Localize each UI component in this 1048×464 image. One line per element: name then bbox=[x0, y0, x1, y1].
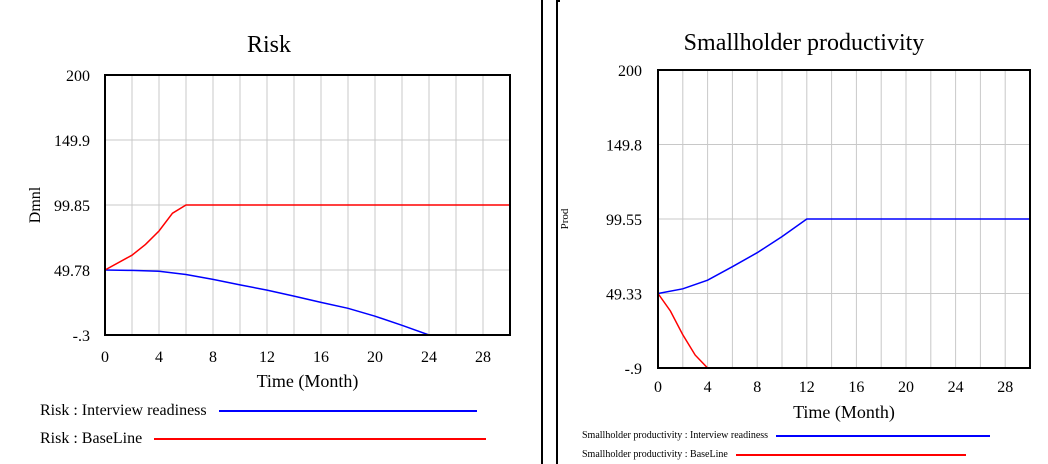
legend-label: Smallholder productivity : Interview rea… bbox=[582, 430, 769, 441]
y-tick-label: 200 bbox=[66, 68, 90, 85]
x-tick-label: 28 bbox=[475, 349, 491, 366]
legend-item: Smallholder productivity : BaseLine bbox=[582, 449, 966, 460]
y-tick-label: 49.33 bbox=[606, 286, 642, 303]
right-divider bbox=[556, 0, 558, 464]
y-tick-label: 149.9 bbox=[54, 133, 90, 150]
x-tick-label: 24 bbox=[421, 349, 437, 366]
x-tick-label: 0 bbox=[101, 349, 109, 366]
x-tick-label: 4 bbox=[704, 379, 712, 396]
series-line bbox=[104, 269, 510, 336]
center-divider bbox=[541, 0, 543, 464]
y-axis-label: Prod bbox=[559, 208, 571, 229]
series-line bbox=[657, 293, 1030, 369]
x-axis-label: Time (Month) bbox=[257, 371, 359, 392]
x-axis-label: Time (Month) bbox=[793, 402, 895, 423]
x-tick-label: 28 bbox=[997, 379, 1013, 396]
legend-swatch bbox=[154, 438, 487, 440]
risk-chart-panel: Risk 200 149.9 99.85 49.78 -.3 0 4 8 12 16 20 24 28 T… bbox=[27, 32, 511, 448]
legend-item: Risk : Interview readiness bbox=[40, 402, 477, 420]
x-tick-label: 16 bbox=[313, 349, 329, 366]
legend-swatch bbox=[218, 410, 477, 412]
y-tick-label: 99.85 bbox=[54, 198, 90, 215]
legend-label: Risk : BaseLine bbox=[40, 430, 143, 447]
legend-swatch bbox=[735, 453, 966, 456]
x-tick-label: 16 bbox=[848, 379, 864, 396]
series-line bbox=[104, 204, 510, 271]
x-tick-label: 20 bbox=[367, 349, 383, 366]
risk-chart: 200 149.9 99.85 49.78 -.3 0 4 8 12 16 20 24 28 Time (… bbox=[27, 68, 511, 392]
x-tick-label: 4 bbox=[155, 349, 163, 366]
chart-title: Risk bbox=[246, 32, 291, 58]
legend-item: Smallholder productivity : Interview rea… bbox=[582, 430, 991, 441]
y-axis-label: Dmnl bbox=[27, 186, 44, 223]
y-tick-label: -.3 bbox=[73, 328, 90, 345]
x-tick-label: 0 bbox=[654, 379, 662, 396]
x-tick-label: 20 bbox=[898, 379, 914, 396]
y-tick-label: 99.55 bbox=[606, 212, 642, 229]
chart-title: Smallholder productivity bbox=[683, 30, 925, 56]
productivity-chart: 200 149.8 99.55 49.33 -.9 0 4 8 12 16 20 24 28 Time (… bbox=[559, 63, 1031, 423]
productivity-chart-panel: Smallholder productivity 200 149.8 99.55 49… bbox=[559, 0, 1048, 464]
y-tick-label: 49.78 bbox=[54, 263, 90, 280]
legend-swatch bbox=[776, 434, 991, 437]
y-tick-label: 149.8 bbox=[606, 137, 642, 154]
y-tick-label: -.9 bbox=[625, 361, 642, 378]
series-line bbox=[657, 218, 1030, 295]
y-tick-label: 200 bbox=[618, 63, 642, 80]
legend-label: Smallholder productivity : BaseLine bbox=[582, 449, 728, 460]
x-tick-label: 8 bbox=[753, 379, 761, 396]
legend-label: Risk : Interview readiness bbox=[40, 402, 207, 419]
plot-frame bbox=[657, 69, 1031, 369]
x-tick-label: 24 bbox=[948, 379, 964, 396]
x-tick-label: 12 bbox=[259, 349, 275, 366]
plot-frame bbox=[104, 74, 511, 336]
x-tick-label: 8 bbox=[209, 349, 217, 366]
legend-item: Risk : BaseLine bbox=[40, 430, 487, 448]
x-tick-label: 12 bbox=[799, 379, 815, 396]
